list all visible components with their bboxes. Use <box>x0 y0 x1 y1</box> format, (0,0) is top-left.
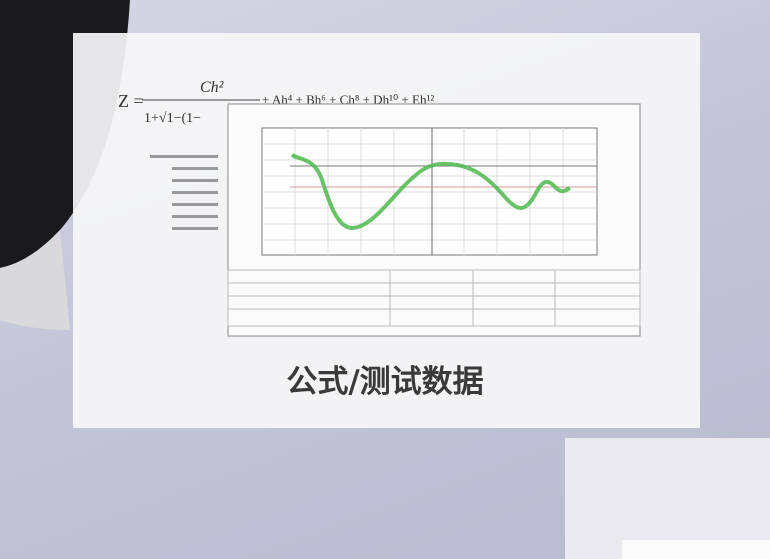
plot-grid <box>262 128 597 255</box>
curve <box>290 153 571 231</box>
light-object <box>0 230 70 330</box>
formula-denominator: 1+√1−(1− <box>144 111 201 126</box>
caption: 公式/测试数据 <box>286 364 483 400</box>
formula-terms: + Ah⁴ + Bh⁶ + Ch⁸ + Dh¹⁰ + Eh¹² <box>262 92 434 107</box>
coefficients <box>150 155 218 230</box>
bottom-card-inner <box>622 540 770 559</box>
bottom-card <box>565 438 770 559</box>
data-table <box>227 269 641 327</box>
formula-lhs: Z = <box>118 91 144 111</box>
formula-numerator: Ch² <box>200 79 225 96</box>
